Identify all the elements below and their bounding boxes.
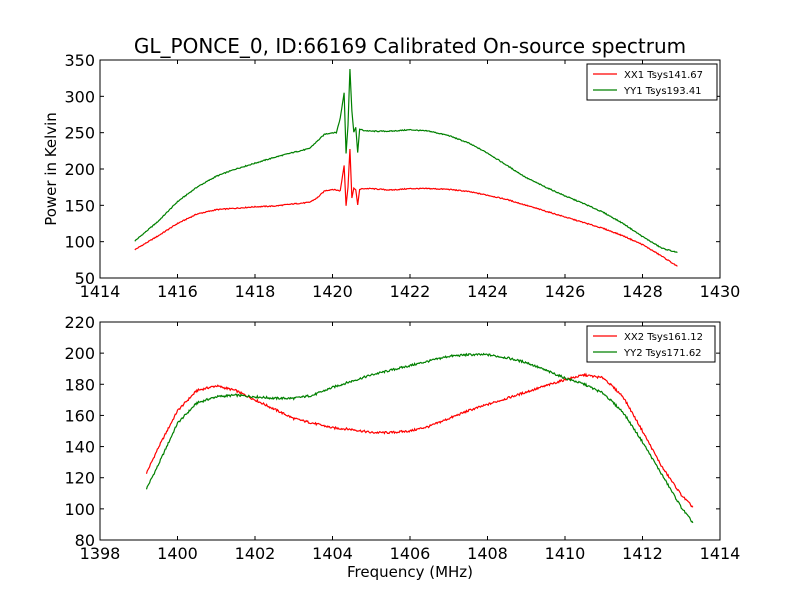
top-x-tick-label: 1418	[235, 282, 276, 301]
top-y-axis-label: Power in Kelvin	[42, 112, 60, 226]
bottom-series-line-1	[145, 372, 694, 508]
figure-title: GL_PONCE_0, ID:66169 Calibrated On-sourc…	[134, 34, 686, 58]
bottom-legend-box	[586, 325, 716, 363]
top-legend-label-2: YY1 Tsys193.41	[623, 86, 702, 97]
top-y-tick-label: 100	[64, 233, 95, 252]
bottom-y-tick-label: 100	[64, 500, 95, 519]
bottom-legend: XX2 Tsys161.12 YY2 Tsys171.62	[586, 325, 716, 363]
bottom-x-tick-label: 1400	[157, 544, 198, 563]
top-x-tick-label: 1426	[545, 282, 586, 301]
top-x-tick-label: 1416	[157, 282, 198, 301]
bottom-x-tick-label: 1412	[622, 544, 663, 563]
bottom-x-tick-label: 1408	[467, 544, 508, 563]
bottom-y-tick-label: 140	[64, 438, 95, 457]
top-series-line-2	[134, 69, 678, 254]
bottom-series-line-2	[145, 352, 694, 524]
bottom-y-tick-label: 80	[75, 531, 95, 550]
top-legend: XX1 Tsys141.67 YY1 Tsys193.41	[586, 63, 718, 101]
top-x-tick-label: 1420	[312, 282, 353, 301]
bottom-legend-label-1: XX2 Tsys161.12	[624, 332, 703, 343]
top-plot-panel: Power in Kelvin 1414 1416 1418 1420 1422 1424…	[42, 51, 740, 301]
bottom-x-tick-label: 1404	[312, 544, 353, 563]
bottom-series-group	[145, 352, 694, 524]
bottom-plot-panel: Frequency (MHz) 1398 1400 1402 1404 1406 1408…	[64, 313, 740, 581]
top-y-tick-label: 200	[64, 160, 95, 179]
top-series-group	[134, 69, 678, 267]
top-series-line-1	[134, 148, 678, 267]
top-legend-box	[586, 63, 718, 101]
top-y-tick-label: 50	[75, 269, 95, 288]
top-x-tick-label: 1424	[467, 282, 508, 301]
bottom-y-tick-label: 200	[64, 344, 95, 363]
top-legend-label-1: XX1 Tsys141.67	[624, 70, 703, 81]
bottom-x-axis-label: Frequency (MHz)	[347, 563, 473, 581]
top-x-tick-label: 1430	[700, 282, 741, 301]
top-x-tick-label: 1428	[622, 282, 663, 301]
bottom-x-tick-label: 1406	[390, 544, 431, 563]
bottom-y-tick-label: 160	[64, 406, 95, 425]
top-x-tick-label: 1422	[390, 282, 431, 301]
top-y-tick-label: 350	[64, 51, 95, 70]
bottom-x-tick-label: 1410	[545, 544, 586, 563]
top-y-tick-label: 300	[64, 87, 95, 106]
bottom-y-tick-label: 180	[64, 375, 95, 394]
bottom-legend-label-2: YY2 Tsys171.62	[623, 348, 702, 359]
bottom-x-tick-label: 1414	[700, 544, 741, 563]
top-x-tick-label: 1414	[80, 282, 121, 301]
bottom-y-tick-label: 220	[64, 313, 95, 332]
top-y-tick-label: 250	[64, 124, 95, 143]
bottom-y-tick-label: 120	[64, 469, 95, 488]
bottom-x-tick-label: 1398	[80, 544, 121, 563]
bottom-x-tick-label: 1402	[235, 544, 276, 563]
top-y-tick-label: 150	[64, 196, 95, 215]
